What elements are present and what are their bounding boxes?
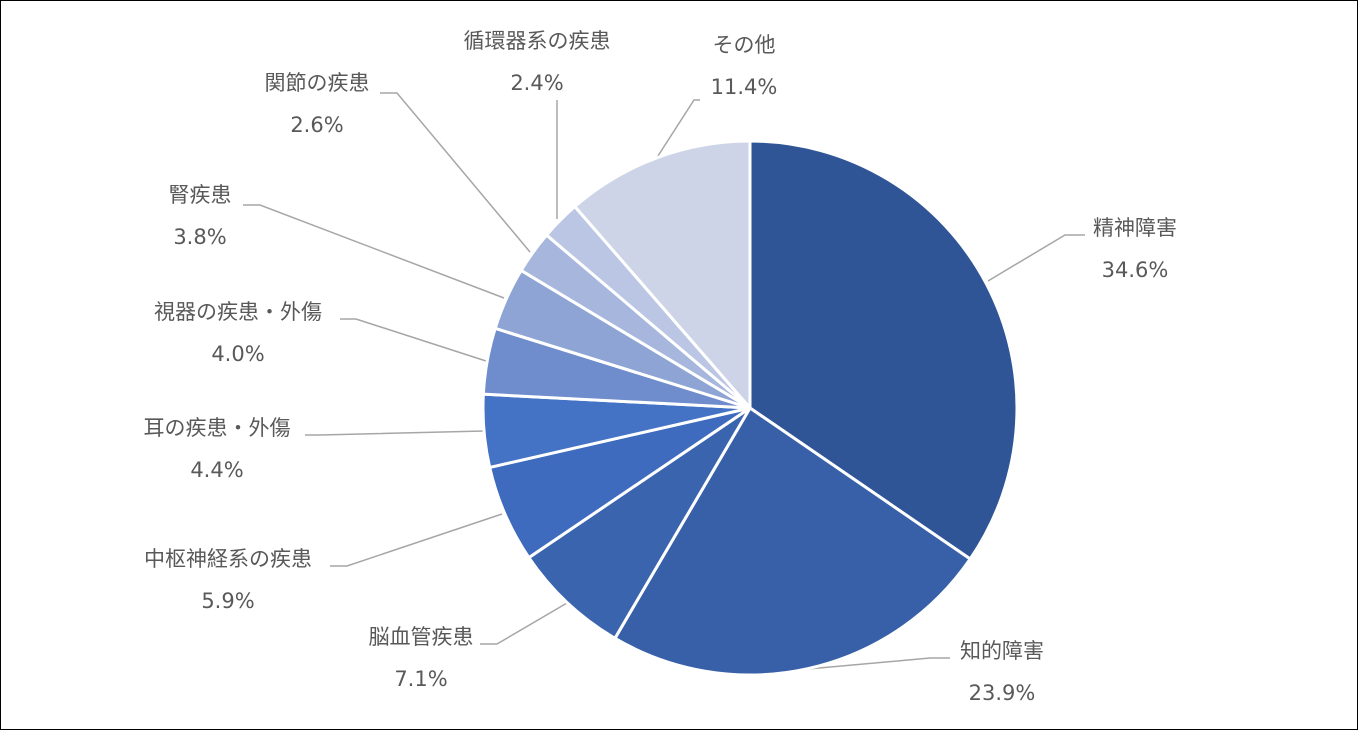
slice-label-3: 脳血管疾患 [369,625,474,649]
leader-line-6 [340,318,487,362]
leader-line-8 [380,92,531,253]
slice-value-label-9: 2.4% [510,71,563,95]
slice-label-4: 中枢神経系の疾患 [144,547,312,571]
slice-value-label-7: 3.8% [173,225,226,249]
leader-line-1 [987,234,1085,282]
slice-label-10: その他 [713,33,776,57]
slice-label-6: 視器の疾患・外傷 [154,300,322,324]
slice-labels: 精神障害 34.6% 知的障害 23.9% 脳血管疾患 7.1% 中枢神経系の疾患 5.9% 耳… [144,29,1178,705]
leader-line-2 [807,657,950,670]
slice-value-label-4: 5.9% [201,589,254,613]
slice-value-label-3: 7.1% [394,667,447,691]
pie-slice-10 [573,139,752,410]
leader-line-7 [243,204,505,299]
slice-value-label-5: 4.4% [190,458,243,482]
slice-label-2: 知的障害 [960,639,1044,663]
slice-label-8: 関節の疾患 [265,71,370,95]
leader-line-4 [330,513,503,567]
pie-slices [481,139,1019,677]
leader-line-10 [655,99,700,160]
leader-line-3 [480,602,568,645]
slice-value-label-1: 34.6% [1102,258,1169,282]
pie-slice-3 [527,406,752,640]
pie-slice-1 [748,139,1019,561]
slice-value-label-2: 23.9% [969,681,1036,705]
slice-value-label-6: 4.0% [211,342,264,366]
pie-slice-2 [613,406,972,677]
slice-label-7: 腎疾患 [169,183,232,207]
slice-label-9: 循環器系の疾患 [464,29,611,53]
slice-value-label-8: 2.6% [290,113,343,137]
slice-label-1: 精神障害 [1093,216,1177,240]
leader-line-5 [305,430,485,436]
slice-label-5: 耳の疾患・外傷 [144,416,291,440]
slice-value-label-10: 11.4% [711,75,778,99]
leader-lines [243,92,1085,670]
